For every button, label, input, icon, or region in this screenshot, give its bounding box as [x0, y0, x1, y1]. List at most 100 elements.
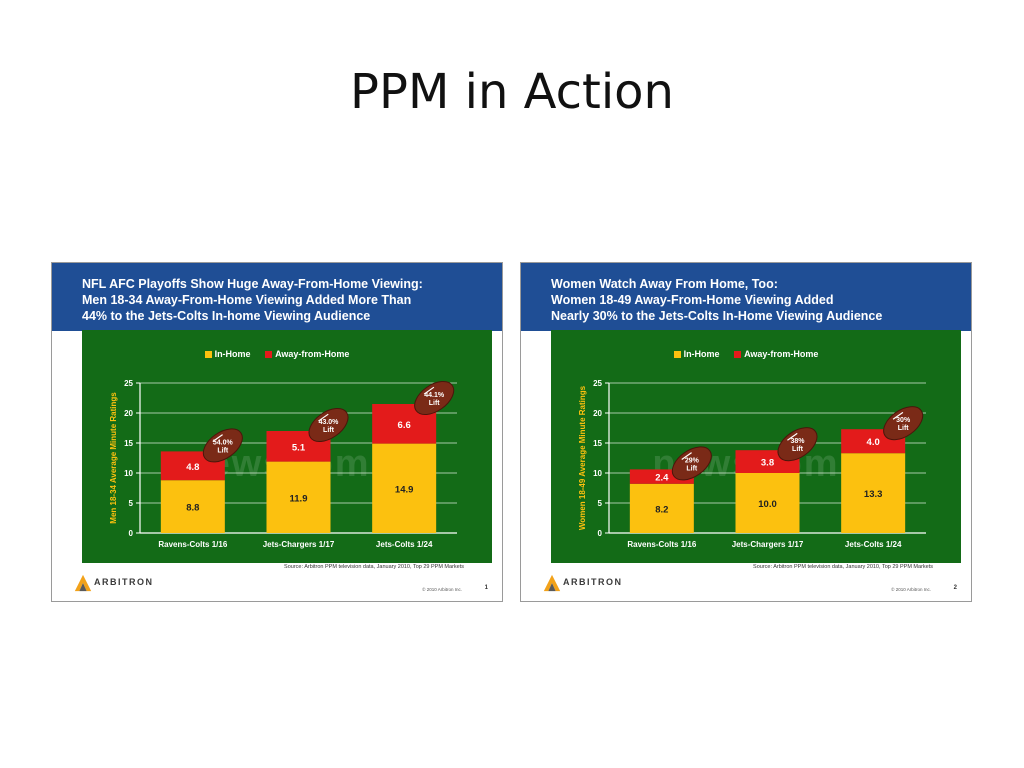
y-axis-title: Women 18-49 Average Minute Ratings: [578, 385, 587, 530]
bar-in-home: [629, 483, 694, 533]
data-label-away: 3.8: [761, 458, 774, 469]
bar-chart: 0 5 10 15 20 25 Men 18-34 Average Minute Ratin…: [109, 379, 457, 549]
data-label-away: 5.1: [292, 442, 306, 453]
data-label-away: 4.8: [186, 462, 199, 473]
data-label-in-home: 11.9: [290, 493, 308, 504]
slide-page-number: 1: [484, 585, 488, 591]
lift-percent-label: 38%: [790, 438, 805, 445]
y-tick-label: 15: [124, 439, 133, 448]
legend-label: Away-from-Home: [275, 349, 350, 359]
legend-swatch: [204, 351, 212, 359]
bar-in-home: [735, 473, 800, 533]
source-note: Source: Arbitron PPM television data, Ja…: [753, 564, 933, 570]
slide-title-line: Men 18-34 Away-From-Home Viewing Added M…: [82, 293, 412, 307]
football-icon: [308, 407, 349, 443]
slide-thumbnail-2: Women Watch Away From Home, Too: Women 1…: [520, 262, 972, 602]
y-tick-label: 5: [598, 499, 603, 508]
slide-title-line: 44% to the Jets-Colts In-home Viewing Au…: [82, 309, 371, 323]
football-icon: [414, 380, 455, 416]
legend-label: In-Home: [214, 349, 251, 359]
football-body: [671, 446, 712, 481]
football-icon: [883, 406, 924, 441]
copyright: © 2010 Arbitron Inc.: [891, 587, 931, 592]
x-category-label: Ravens-Colts 1/16: [158, 540, 227, 549]
y-tick-label: 25: [124, 379, 133, 388]
y-tick-label: 15: [593, 439, 602, 448]
football-lace: [318, 413, 329, 422]
slide-title-line: Women Watch Away From Home, Too:: [551, 277, 778, 291]
slide-header: Women Watch Away From Home, Too: Women 1…: [521, 263, 971, 331]
legend-item-away: Away-from-Home: [734, 349, 818, 359]
arbitron-logo-icon: [543, 574, 561, 592]
legend-label: Away-from-Home: [744, 349, 819, 359]
data-label-in-home: 14.9: [395, 484, 414, 495]
bar-in-home: [841, 453, 906, 533]
slide-page-number: 2: [953, 585, 957, 591]
data-label-in-home: 8.2: [655, 504, 668, 515]
lift-word-label: Lift: [217, 447, 229, 454]
logo-text: ARBITRON: [563, 577, 623, 587]
football-lace: [892, 411, 904, 420]
lift-word-label: Lift: [323, 427, 335, 434]
copyright: © 2010 Arbitron Inc.: [422, 587, 462, 592]
bar-chart: 0 5 10 15 20 25 Women 18-49 Average Minute Rat…: [578, 379, 926, 549]
arbitron-logo-icon: [74, 574, 92, 592]
y-tick-label: 0: [598, 529, 603, 538]
slide-title-line: Women 18-49 Away-From-Home Viewing Added: [551, 293, 834, 307]
football-body: [308, 407, 349, 443]
data-label-away: 6.6: [398, 420, 411, 431]
lift-percent-label: 44.1%: [424, 392, 445, 399]
y-tick-label: 20: [593, 409, 602, 418]
slide-title-line: Nearly 30% to the Jets-Colts In-Home Vie…: [551, 309, 883, 323]
lift-word-label: Lift: [686, 465, 698, 472]
lift-percent-label: 54.0%: [213, 439, 234, 446]
y-tick-label: 0: [129, 529, 134, 538]
y-tick-label: 25: [593, 379, 602, 388]
data-label-in-home: 8.8: [186, 503, 199, 514]
y-tick-label: 10: [593, 469, 602, 478]
slide-thumbnail-1: NFL AFC Playoffs Show Huge Away-From-Hom…: [51, 262, 503, 602]
x-category-label: Jets-Colts 1/24: [376, 540, 433, 549]
football-lace: [423, 386, 435, 395]
lift-word-label: Lift: [429, 400, 441, 407]
x-category-label: Jets-Chargers 1/17: [263, 540, 335, 549]
logo-text: ARBITRON: [94, 577, 154, 587]
data-label-away: 2.4: [655, 473, 669, 484]
lift-percent-label: 43.0%: [319, 419, 340, 426]
legend-swatch: [734, 351, 742, 359]
legend-item-in-home: In-Home: [204, 349, 251, 359]
football-lace: [681, 452, 692, 460]
slide-header: NFL AFC Playoffs Show Huge Away-From-Hom…: [52, 263, 502, 331]
source-note: Source: Arbitron PPM television data, Ja…: [284, 564, 464, 570]
data-label-in-home: 10.0: [758, 499, 777, 510]
football-lace: [787, 432, 798, 441]
x-category-label: Ravens-Colts 1/16: [627, 540, 696, 549]
legend-item-away: Away-from-Home: [265, 349, 349, 359]
slide-title: Women Watch Away From Home, Too: Women 1…: [551, 276, 961, 324]
legend-swatch: [265, 351, 273, 359]
football-body: [414, 380, 455, 416]
football-body: [202, 428, 243, 463]
football-lace: [212, 434, 223, 442]
bar-in-home: [372, 443, 437, 533]
football-icon: [777, 427, 818, 462]
slide-title: NFL AFC Playoffs Show Huge Away-From-Hom…: [82, 276, 492, 324]
football-body: [777, 427, 818, 462]
slide-title-line: NFL AFC Playoffs Show Huge Away-From-Hom…: [82, 277, 423, 291]
y-axis-title: Men 18-34 Average Minute Ratings: [109, 392, 118, 524]
legend-swatch: [673, 351, 681, 359]
chart-legend: In-Home Away-from-Home: [521, 349, 971, 359]
legend-item-in-home: In-Home: [673, 349, 720, 359]
chart-legend: In-Home Away-from-Home: [52, 349, 502, 359]
y-tick-label: 10: [124, 469, 133, 478]
bar-in-home: [266, 461, 331, 533]
page-title: PPM in Action: [350, 64, 674, 120]
bar-in-home: [160, 480, 225, 533]
legend-label: In-Home: [683, 349, 720, 359]
lift-word-label: Lift: [792, 446, 804, 453]
football-body: [883, 406, 924, 441]
lift-percent-label: 29%: [685, 457, 700, 464]
y-tick-label: 20: [124, 409, 133, 418]
football-icon: [202, 428, 243, 463]
y-tick-label: 5: [129, 499, 134, 508]
